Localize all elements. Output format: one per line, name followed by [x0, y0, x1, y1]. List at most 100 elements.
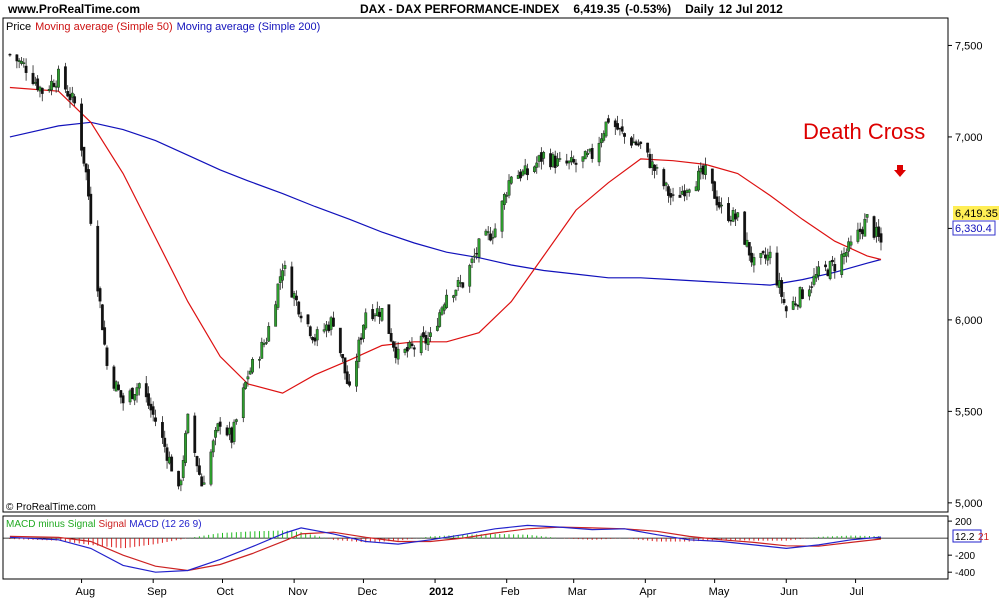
candle-body [535, 162, 539, 168]
candle-body [551, 154, 555, 167]
candle-body [262, 343, 266, 345]
candle-body [588, 148, 592, 152]
candle-body [378, 311, 382, 317]
candle-body [299, 315, 303, 319]
candle-body [281, 270, 284, 281]
candle-body [729, 219, 733, 222]
candle-body [405, 347, 409, 352]
candle-body [308, 326, 312, 337]
candle-body [89, 193, 93, 224]
site-url[interactable]: www.ProRealTime.com [7, 2, 140, 16]
macd-lines [9, 524, 882, 573]
price-panel [2, 17, 949, 513]
candle-body [590, 148, 594, 159]
candle-body [154, 417, 157, 422]
candle-body [445, 294, 449, 308]
candle-body [121, 395, 125, 404]
candle-body [38, 86, 42, 92]
candle-body [36, 78, 40, 91]
candle-body [634, 141, 638, 146]
time-tick-label: Jul [850, 586, 864, 598]
candle-body [396, 348, 400, 360]
candle-body [50, 80, 53, 91]
candle-body [295, 295, 298, 301]
ma50-line [9, 86, 882, 394]
candle-body [828, 261, 832, 279]
candle-body [500, 200, 504, 232]
candle-body [750, 252, 754, 263]
candle-body [184, 433, 187, 463]
candle-body [710, 168, 714, 184]
candle-body [66, 91, 70, 97]
candle-body [17, 60, 21, 62]
candle-body [807, 289, 811, 297]
candle-body [630, 137, 633, 146]
candle-body [246, 376, 250, 380]
candle-body [170, 456, 174, 472]
candle-body [311, 336, 315, 341]
candle-body [794, 303, 797, 305]
candle-body [703, 165, 707, 175]
candle-body [218, 421, 222, 427]
candle-body [533, 166, 536, 172]
candle-body [214, 429, 217, 438]
instrument-title: DAX - DAX PERFORMANCE-INDEX [360, 2, 559, 16]
candle-body [602, 133, 606, 141]
candle-body [68, 93, 72, 101]
candle-body [343, 357, 347, 374]
candle-body [863, 218, 867, 237]
candle-body [877, 226, 881, 237]
ma200-tag-text: 6,330.4 [955, 223, 992, 235]
candle-body [526, 168, 529, 176]
candle-body [128, 390, 132, 403]
candle-body [801, 289, 804, 299]
candle-body [412, 347, 416, 350]
candle-body [731, 210, 735, 222]
candle-body [327, 324, 331, 332]
candle-body [8, 53, 12, 56]
candle-body [103, 327, 107, 345]
candle-body [620, 126, 624, 132]
macd-line [9, 524, 882, 573]
candle-body [600, 138, 603, 144]
candle-body [186, 413, 190, 434]
candle-body [15, 54, 19, 62]
candle-body [177, 470, 180, 487]
candle-body [114, 381, 118, 392]
time-tick-label: Nov [288, 586, 308, 598]
candle-body [163, 437, 167, 447]
candle-body [355, 360, 358, 387]
chart-header-title: DAX - DAX PERFORMANCE-INDEX 6,419.35 (-0.5… [360, 2, 783, 16]
candle-body [826, 269, 830, 277]
candle-body [410, 343, 414, 346]
candle-body [359, 337, 363, 340]
candle-body [216, 423, 220, 432]
candle-body [747, 242, 751, 256]
candle-body [516, 174, 520, 179]
candle-body [468, 265, 472, 287]
candle-body [493, 228, 497, 238]
candle-body [135, 387, 139, 396]
candle-body [847, 241, 851, 252]
down-arrow-icon [894, 165, 906, 177]
candle-body [345, 371, 349, 384]
candle-body [297, 301, 301, 315]
candle-body [375, 308, 379, 316]
price-tick-label: 7,000 [955, 132, 983, 144]
candle-body [225, 427, 229, 436]
candle-body [586, 152, 589, 156]
signal-line [9, 526, 882, 572]
candle-body [33, 82, 37, 84]
candle-body [553, 155, 557, 168]
candle-body [137, 383, 141, 389]
candle-body [456, 280, 460, 287]
candle-body [775, 252, 779, 286]
candle-body [717, 202, 721, 208]
candle-body [461, 282, 465, 288]
candle-body [613, 120, 617, 128]
candle-body [655, 167, 659, 169]
candle-body [720, 204, 723, 207]
candle-body [653, 164, 656, 171]
candle-body [650, 161, 654, 168]
